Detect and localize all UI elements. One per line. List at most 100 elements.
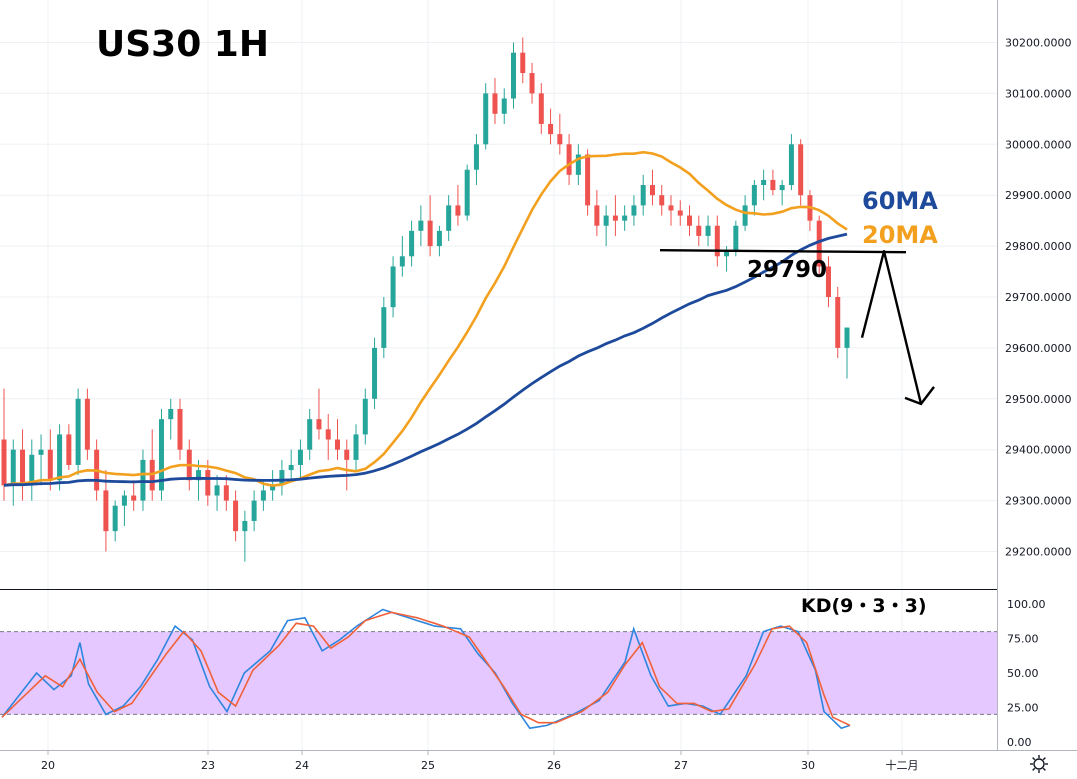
candle: [344, 439, 350, 491]
candle: [103, 470, 109, 552]
ma60-line: [3, 232, 848, 487]
candle: [418, 205, 424, 247]
candle: [399, 235, 405, 277]
ma60-label: 60MA: [862, 187, 938, 215]
price-tick-label: 29200.0000: [1005, 546, 1071, 559]
time-tick-label: 27: [674, 759, 688, 772]
price-tick-label: 30200.0000: [1005, 37, 1071, 50]
time-tick-label: 30: [801, 759, 815, 772]
candle: [233, 490, 239, 542]
arrowhead-icon: [904, 386, 935, 406]
candle: [334, 419, 340, 460]
candle: [631, 195, 637, 226]
candle: [575, 144, 581, 186]
candle: [622, 205, 628, 231]
candle: [835, 286, 841, 359]
time-axis[interactable]: 20 23 24 25 26 27 30 十二月: [41, 750, 919, 772]
candle: [705, 215, 711, 247]
settings-gear-icon[interactable]: [1030, 755, 1048, 773]
candle: [84, 388, 90, 460]
candle: [548, 108, 554, 145]
candle: [557, 113, 563, 155]
kd-indicator-label: KD(9・3・3): [801, 595, 927, 617]
time-tick-label: 24: [295, 759, 309, 772]
candle: [372, 337, 378, 409]
candle: [761, 169, 767, 201]
candle: [251, 490, 257, 532]
time-tick-label: 26: [547, 759, 561, 772]
kd-d-line: [1, 611, 851, 727]
candle: [603, 205, 609, 247]
candle: [409, 220, 415, 267]
candle: [158, 408, 164, 501]
candle: [10, 439, 16, 506]
candle: [687, 205, 693, 236]
candle: [770, 169, 776, 196]
candle: [668, 195, 674, 226]
candle: [214, 475, 220, 511]
candle: [242, 510, 248, 562]
grid-lines: [0, 0, 997, 750]
kd-tick-label: 50.00: [1007, 667, 1039, 680]
candle: [483, 83, 489, 150]
candle: [798, 139, 804, 206]
time-tick-label: 十二月: [886, 758, 919, 772]
candle: [75, 388, 81, 476]
projection-arrow: [860, 250, 923, 405]
price-tick-label: 30000.0000: [1005, 138, 1071, 151]
price-tick-label: 29600.0000: [1005, 342, 1071, 355]
support-line: [659, 248, 907, 254]
candle: [612, 195, 618, 236]
candle: [66, 424, 72, 471]
candle: [353, 424, 359, 471]
candle: [566, 134, 572, 186]
candle: [844, 327, 850, 379]
price-tick-label: 30100.0000: [1005, 87, 1071, 100]
candle: [529, 62, 535, 104]
candle: [594, 190, 600, 236]
candle: [649, 169, 655, 206]
candle: [131, 480, 137, 511]
chart-title: US30 1H: [96, 24, 269, 65]
price-tick-label: 29500.0000: [1005, 393, 1071, 406]
candle: [307, 408, 313, 460]
candle: [223, 475, 229, 511]
kd-band-fill: [0, 631, 997, 715]
candle: [57, 424, 63, 491]
candle: [825, 256, 831, 308]
candle: [714, 215, 720, 267]
price-tick-label: 29300.0000: [1005, 495, 1071, 508]
price-axis[interactable]: 30200.0000 30100.0000 30000.0000 29900.0000…: [1005, 37, 1071, 559]
kd-tick-label: 100.00: [1007, 598, 1046, 611]
candle: [121, 490, 127, 527]
candle: [436, 225, 442, 257]
candle: [751, 179, 757, 216]
candle: [640, 174, 646, 216]
price-tick-label: 29900.0000: [1005, 189, 1071, 202]
candle: [288, 449, 294, 481]
candle: [38, 434, 44, 486]
candle: [501, 88, 507, 124]
price-tick-label: 29700.0000: [1005, 291, 1071, 304]
candle: [788, 134, 794, 191]
candle: [511, 42, 517, 109]
kd-axis[interactable]: 100.00 75.00 50.00 25.00 0.00: [1007, 598, 1046, 749]
candle: [177, 398, 183, 460]
candle: [297, 439, 303, 481]
candle: [464, 164, 470, 221]
candle: [260, 480, 266, 511]
candle: [29, 439, 35, 501]
candle: [677, 200, 683, 226]
candle: [779, 179, 785, 206]
candle: [538, 83, 544, 135]
candle: [816, 215, 822, 277]
ma20-line: [3, 150, 848, 487]
time-tick-label: 20: [41, 759, 55, 772]
kd-tick-label: 25.00: [1007, 702, 1039, 715]
candle: [168, 398, 174, 440]
candle: [455, 185, 461, 226]
time-tick-label: 25: [421, 759, 435, 772]
support-level-label: 29790: [747, 257, 827, 283]
